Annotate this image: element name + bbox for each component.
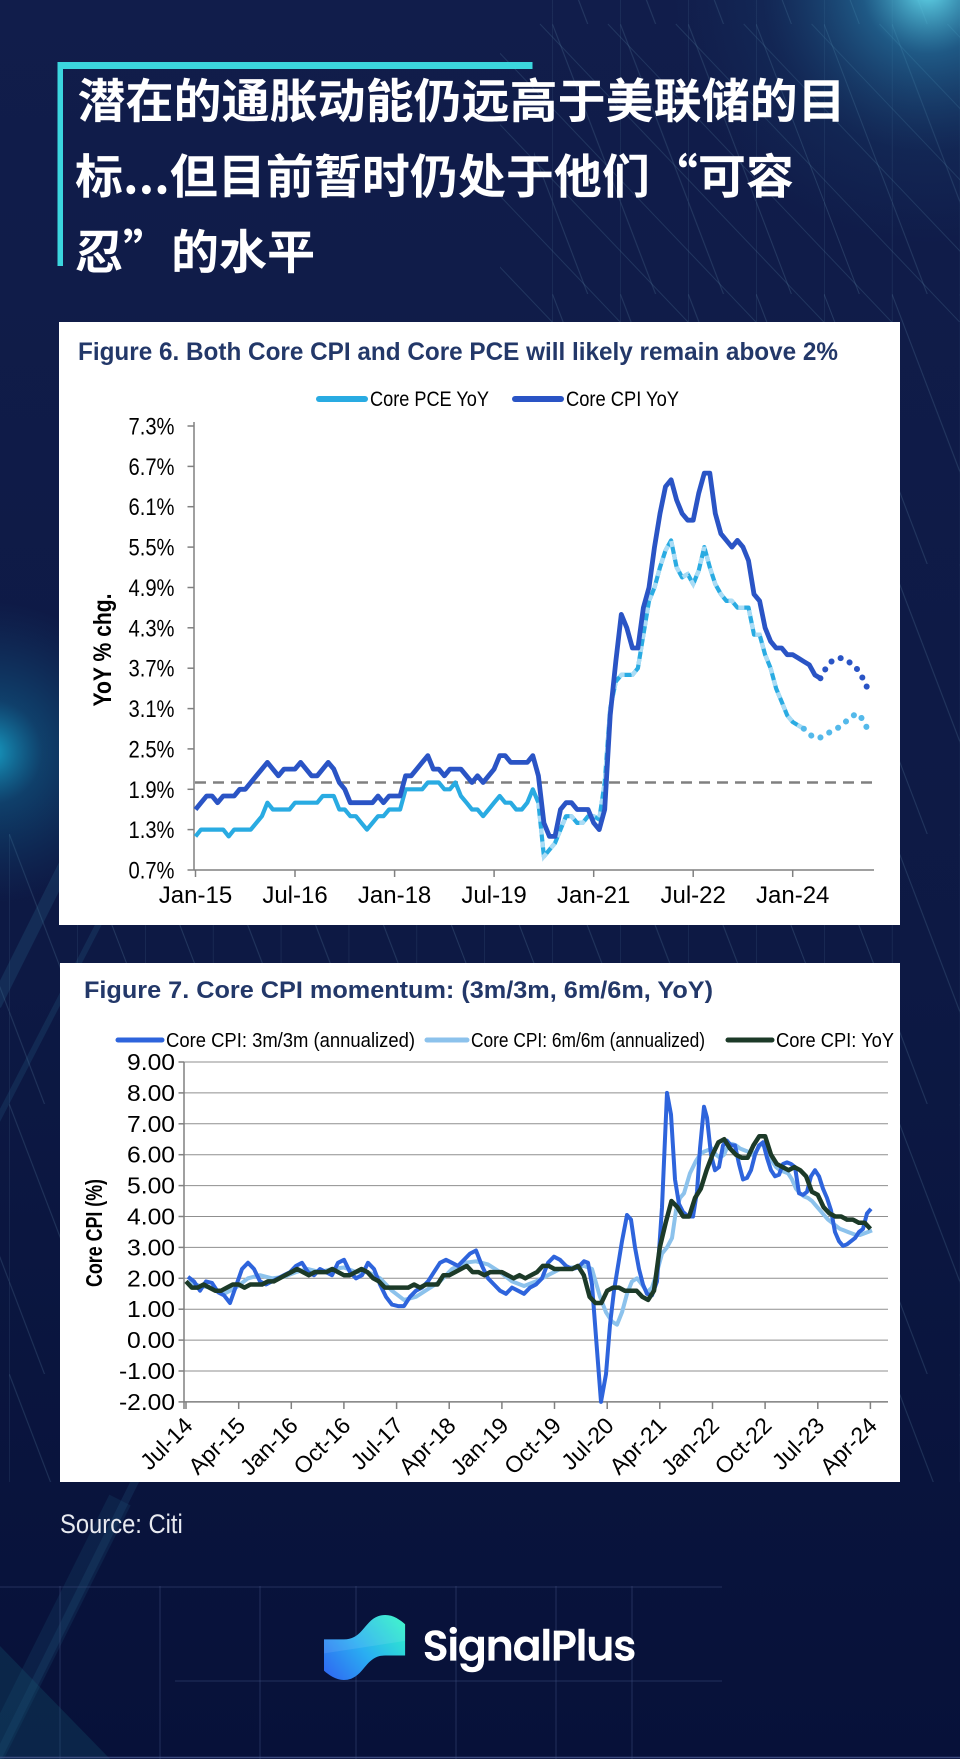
svg-text:3.1%: 3.1% [129,696,175,723]
svg-text:Figure 7. Core CPI momentum: (: Figure 7. Core CPI momentum: (3m/3m, 6m/… [84,977,713,1004]
svg-text:Apr-18: Apr-18 [394,1412,461,1479]
svg-text:Core CPI (%): Core CPI (%) [81,1179,107,1287]
svg-text:0.00: 0.00 [127,1327,175,1353]
svg-text:YoY % chg.: YoY % chg. [89,594,117,707]
svg-text:Core PCE YoY: Core PCE YoY [370,388,489,411]
svg-text:2.5%: 2.5% [129,736,175,763]
svg-text:Core CPI: 3m/3m (annualized): Core CPI: 3m/3m (annualized) [166,1030,415,1052]
svg-text:9.00: 9.00 [127,1049,175,1075]
svg-text:1.3%: 1.3% [129,817,175,844]
svg-text:0.7%: 0.7% [129,858,175,885]
svg-text:3.00: 3.00 [127,1234,175,1260]
svg-text:1.9%: 1.9% [129,777,175,804]
svg-text:Core CPI YoY: Core CPI YoY [566,388,679,411]
svg-text:Apr-21: Apr-21 [604,1412,671,1479]
svg-text:Oct-19: Oct-19 [499,1412,566,1479]
svg-text:7.3%: 7.3% [129,414,175,441]
svg-text:Jan-16: Jan-16 [235,1412,303,1480]
svg-text:Oct-22: Oct-22 [709,1412,776,1479]
svg-text:8.00: 8.00 [127,1080,175,1106]
svg-text:Jan-19: Jan-19 [445,1412,513,1480]
svg-text:Oct-16: Oct-16 [288,1412,355,1479]
svg-text:5.00: 5.00 [127,1173,175,1199]
svg-text:1.00: 1.00 [127,1296,175,1322]
svg-text:5.5%: 5.5% [129,535,175,562]
svg-text:Jan-21: Jan-21 [557,882,630,909]
svg-text:4.3%: 4.3% [129,615,175,642]
svg-text:-2.00: -2.00 [119,1389,175,1415]
svg-text:Apr-24: Apr-24 [815,1412,882,1479]
svg-text:Apr-15: Apr-15 [183,1412,250,1479]
svg-text:Figure 6. Both Core CPI and Co: Figure 6. Both Core CPI and Core PCE wil… [78,338,838,366]
svg-text:Jul-22: Jul-22 [661,882,726,909]
svg-text:7.00: 7.00 [127,1111,175,1137]
svg-text:Jul-16: Jul-16 [262,882,327,909]
svg-text:2.00: 2.00 [127,1265,175,1291]
svg-text:Jan-22: Jan-22 [656,1412,724,1480]
svg-text:6.7%: 6.7% [129,454,175,481]
svg-text:Jul-19: Jul-19 [461,882,526,909]
svg-text:4.9%: 4.9% [129,575,175,602]
svg-text:6.00: 6.00 [127,1142,175,1168]
svg-text:Jan-15: Jan-15 [159,882,232,909]
svg-text:Jan-18: Jan-18 [358,882,431,909]
svg-text:Core CPI: 6m/6m (annualized): Core CPI: 6m/6m (annualized) [471,1030,705,1052]
svg-text:6.1%: 6.1% [129,494,175,521]
svg-text:Core CPI: YoY: Core CPI: YoY [776,1030,894,1052]
svg-text:-1.00: -1.00 [119,1358,175,1384]
svg-text:Jan-24: Jan-24 [756,882,829,909]
svg-text:3.7%: 3.7% [129,656,175,683]
svg-text:4.00: 4.00 [127,1204,175,1230]
